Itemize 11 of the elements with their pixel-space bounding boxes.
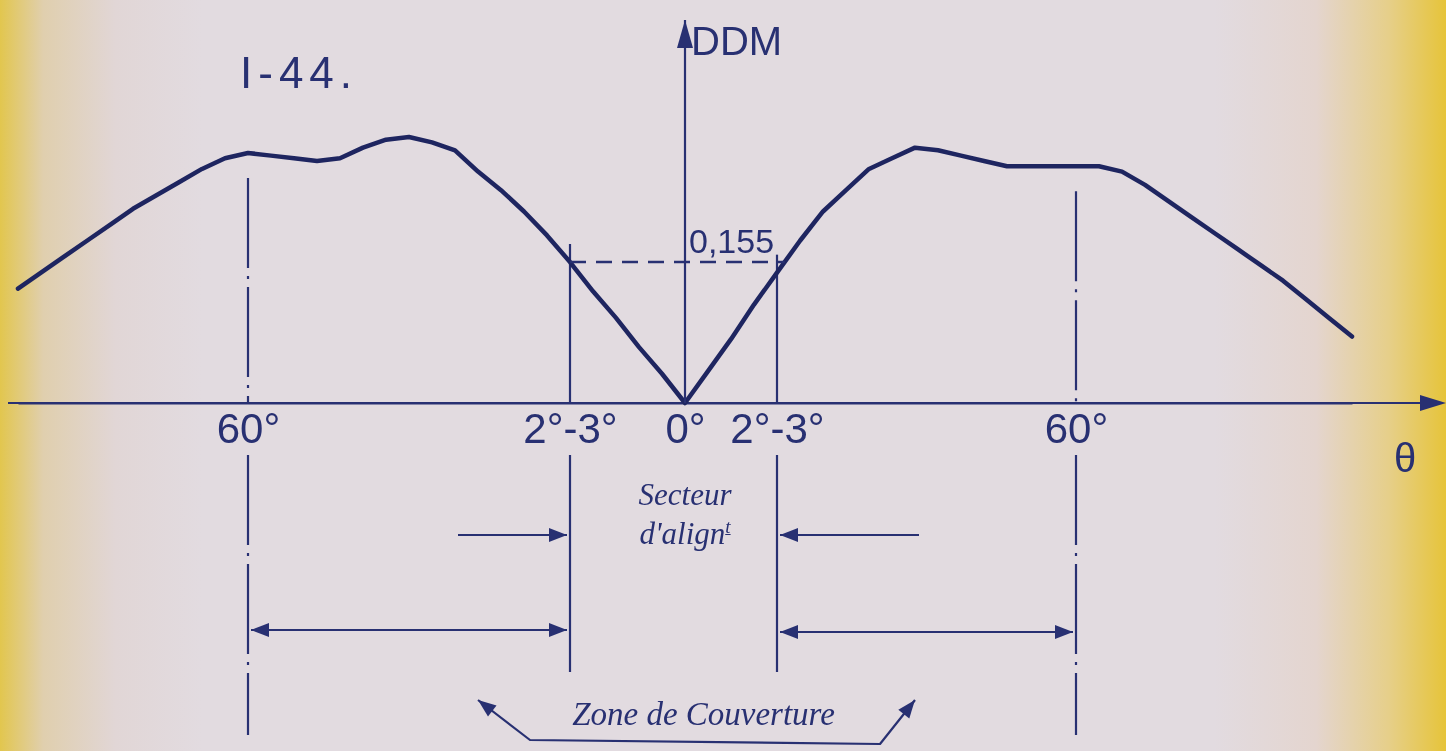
- x-tick-label: 60°: [216, 404, 281, 452]
- x-tick-label: 2°-3°: [523, 404, 618, 452]
- x-tick-label: 0°: [665, 404, 706, 452]
- y-axis-title: DDM: [691, 19, 783, 63]
- x-axis-title: θ: [1393, 436, 1417, 480]
- chart-title: I-44.: [240, 48, 359, 97]
- x-tick-label: 60°: [1044, 404, 1109, 452]
- text: Zone de Couverture: [571, 695, 836, 734]
- text: Secteur d'align$^{t}$: [637, 476, 733, 554]
- x-tick-label: 2°-3°: [730, 404, 825, 452]
- annotation: 0,155: [689, 222, 775, 261]
